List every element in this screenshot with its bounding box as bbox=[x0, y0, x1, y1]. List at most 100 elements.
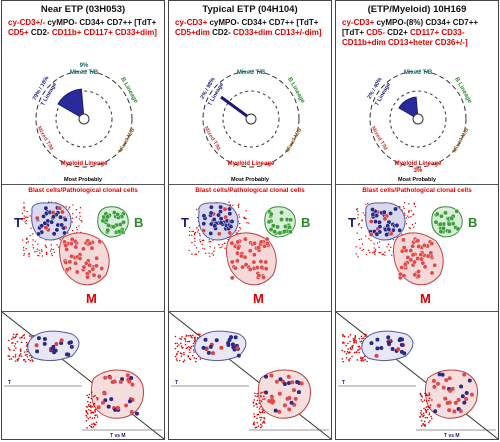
event-dot bbox=[177, 350, 179, 353]
event-dot bbox=[195, 208, 198, 211]
event-dot bbox=[356, 359, 359, 361]
m-dot bbox=[432, 384, 437, 389]
event-dot bbox=[75, 216, 78, 218]
m-dot bbox=[67, 259, 73, 265]
event-dot bbox=[196, 231, 199, 233]
event-dot bbox=[32, 239, 34, 241]
event-dot bbox=[29, 354, 31, 357]
event-dot bbox=[50, 244, 52, 246]
t-dot bbox=[375, 346, 380, 351]
b-dot bbox=[115, 212, 121, 217]
b-dot bbox=[288, 217, 293, 223]
event-dot bbox=[360, 226, 363, 229]
event-dot bbox=[209, 255, 211, 257]
mixed-tb-label: Mixed T/B bbox=[70, 70, 99, 76]
event-dot bbox=[93, 416, 96, 419]
event-dot bbox=[175, 358, 178, 360]
event-dot bbox=[410, 209, 412, 212]
event-dot bbox=[347, 336, 350, 338]
t-dot bbox=[208, 210, 214, 216]
event-dot bbox=[365, 253, 367, 256]
t-dot bbox=[397, 338, 402, 343]
mixed-tb-pct: 9% bbox=[80, 63, 89, 69]
m-dot bbox=[85, 274, 90, 280]
event-dot bbox=[182, 346, 184, 349]
event-dot bbox=[56, 244, 58, 246]
m-dot bbox=[108, 375, 113, 380]
event-dot bbox=[263, 422, 266, 424]
m-dot bbox=[264, 236, 270, 242]
event-dot bbox=[32, 360, 34, 362]
event-dot bbox=[19, 350, 22, 352]
event-dot bbox=[21, 217, 23, 220]
event-dot bbox=[373, 247, 375, 249]
b-dot bbox=[111, 224, 117, 230]
cluster-plot: T B M bbox=[14, 201, 143, 306]
event-dot bbox=[94, 410, 97, 413]
phenotype-marker: cyMPO- bbox=[45, 18, 80, 27]
m-dot bbox=[269, 394, 274, 399]
t-dot bbox=[381, 209, 387, 215]
m-dot bbox=[269, 373, 274, 378]
event-dot bbox=[252, 423, 255, 426]
event-dot bbox=[183, 359, 186, 361]
event-dot bbox=[354, 335, 357, 337]
event-dot bbox=[263, 416, 265, 419]
event-dot bbox=[190, 336, 193, 338]
event-dot bbox=[28, 255, 30, 258]
m-dot bbox=[73, 244, 79, 250]
m-dot bbox=[277, 391, 282, 396]
event-dot bbox=[27, 241, 29, 243]
event-dot bbox=[184, 340, 187, 342]
event-dot bbox=[382, 253, 385, 255]
event-dot bbox=[254, 426, 257, 429]
event-dot bbox=[342, 333, 344, 336]
event-dot bbox=[188, 357, 191, 360]
event-dot bbox=[228, 201, 230, 203]
m-dot bbox=[402, 261, 408, 267]
b-dot bbox=[283, 223, 288, 229]
event-dot bbox=[188, 230, 191, 233]
m-dot bbox=[452, 409, 457, 414]
event-dot bbox=[259, 411, 262, 414]
t-dot bbox=[51, 344, 56, 349]
t-dot bbox=[208, 230, 214, 236]
m-dot bbox=[109, 397, 114, 402]
event-dot bbox=[362, 248, 365, 251]
t-dot bbox=[228, 224, 234, 229]
event-dot bbox=[362, 337, 365, 339]
event-dot bbox=[87, 413, 89, 415]
event-dot bbox=[191, 253, 193, 255]
event-dot bbox=[197, 333, 200, 335]
event-dot bbox=[384, 254, 386, 256]
t-dot bbox=[59, 222, 65, 228]
event-dot bbox=[19, 352, 22, 355]
b-dot bbox=[450, 221, 456, 227]
t-dot bbox=[52, 350, 57, 355]
event-dot bbox=[255, 426, 258, 429]
m-dot bbox=[243, 236, 248, 242]
event-dot bbox=[259, 392, 262, 394]
m-dot bbox=[239, 253, 244, 259]
t-dot bbox=[377, 224, 383, 230]
event-dot bbox=[79, 207, 82, 209]
m-dot bbox=[263, 374, 268, 379]
event-dot bbox=[187, 355, 190, 357]
t-dot bbox=[50, 210, 56, 215]
event-dot bbox=[221, 246, 223, 248]
mixed-mb-label: Mixed M/B bbox=[118, 127, 137, 154]
myeloid-pct: 3% bbox=[414, 168, 423, 174]
event-dot bbox=[59, 239, 61, 241]
m-dot bbox=[410, 252, 416, 258]
event-dot bbox=[23, 202, 25, 204]
event-dot bbox=[186, 346, 189, 349]
event-dot bbox=[403, 202, 406, 204]
event-dot bbox=[176, 352, 178, 355]
event-dot bbox=[85, 414, 88, 417]
event-dot bbox=[44, 244, 47, 247]
m-dot bbox=[295, 379, 300, 384]
event-dot bbox=[256, 421, 259, 424]
event-dot bbox=[51, 252, 53, 255]
m-dot bbox=[412, 272, 418, 278]
event-dot bbox=[256, 406, 259, 408]
